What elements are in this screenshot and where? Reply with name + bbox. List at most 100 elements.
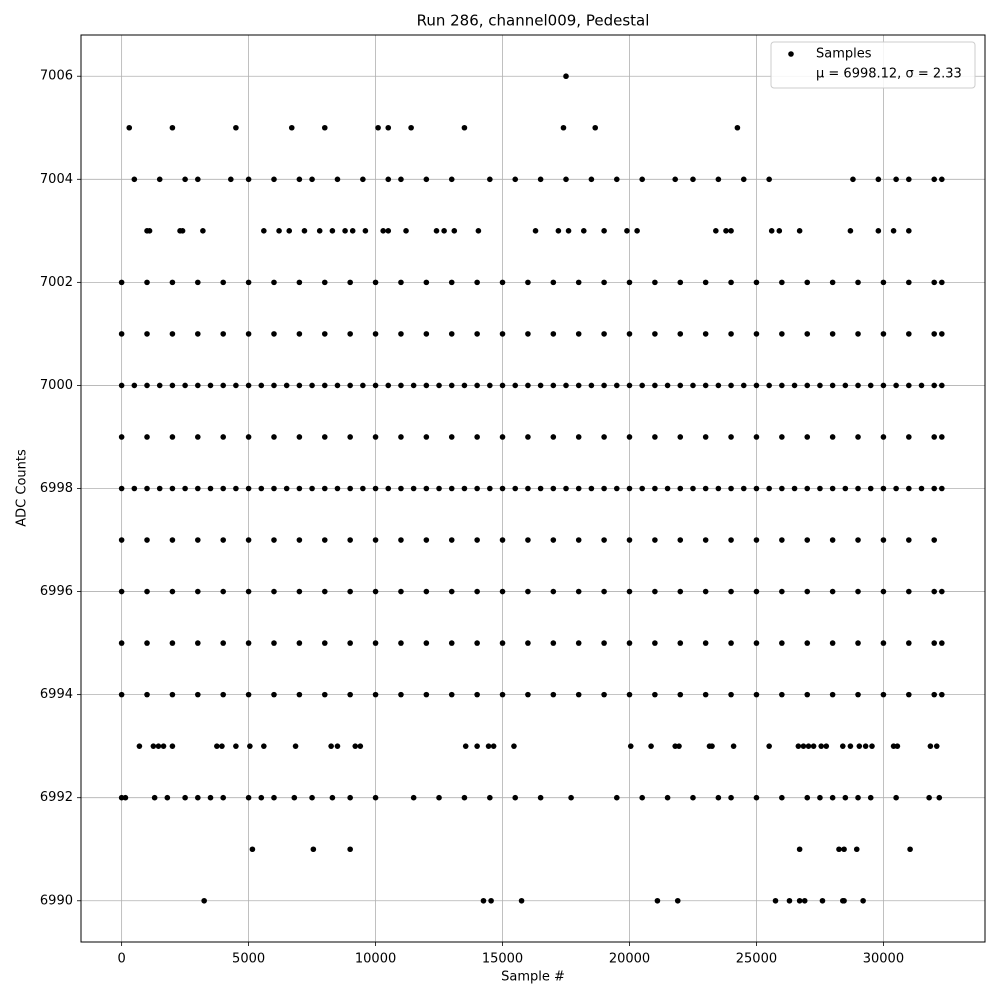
- data-point: [271, 640, 277, 646]
- data-point: [410, 382, 417, 389]
- data-point: [766, 743, 772, 749]
- data-point: [560, 124, 567, 131]
- data-point: [575, 485, 582, 492]
- data-point: [906, 176, 912, 183]
- data-point: [893, 382, 899, 389]
- data-point: [448, 485, 455, 492]
- data-point: [730, 743, 737, 749]
- data-point: [131, 176, 138, 183]
- data-point: [613, 485, 620, 492]
- data-point: [931, 434, 938, 440]
- data-point: [233, 743, 239, 749]
- data-point: [334, 743, 341, 749]
- data-point: [245, 588, 252, 595]
- data-point: [532, 228, 539, 234]
- data-point: [410, 794, 417, 801]
- data-point: [296, 331, 303, 337]
- data-point: [182, 794, 188, 801]
- data-point: [480, 897, 487, 904]
- data-point: [499, 588, 506, 595]
- data-point: [487, 176, 493, 183]
- data-point: [723, 228, 729, 234]
- data-point: [674, 897, 681, 904]
- data-point: [550, 485, 557, 492]
- data-point: [118, 485, 125, 492]
- data-point: [195, 537, 201, 543]
- data-point: [398, 485, 404, 492]
- y-tick-label: 7004: [40, 172, 73, 187]
- data-point: [169, 382, 176, 389]
- data-point: [855, 691, 861, 698]
- data-point: [677, 279, 684, 286]
- data-point: [448, 640, 455, 646]
- data-point: [906, 537, 912, 543]
- data-point: [296, 176, 303, 183]
- data-point: [448, 434, 455, 440]
- x-tick-label: 10000: [355, 952, 396, 967]
- data-point: [702, 537, 709, 543]
- data-point: [398, 279, 404, 286]
- data-point: [715, 382, 722, 389]
- data-point: [880, 588, 887, 595]
- data-point: [575, 640, 582, 646]
- data-point: [245, 537, 252, 543]
- data-point: [939, 279, 945, 286]
- data-point: [626, 382, 633, 389]
- data-point: [321, 691, 328, 698]
- data-point: [906, 382, 912, 389]
- data-point: [690, 485, 696, 492]
- data-point: [155, 743, 162, 749]
- data-point: [436, 485, 442, 492]
- data-point: [652, 588, 658, 595]
- data-point: [753, 588, 760, 595]
- data-point: [372, 537, 379, 543]
- data-point: [423, 382, 430, 389]
- data-point: [512, 794, 519, 801]
- data-point: [766, 176, 772, 183]
- data-point: [360, 382, 366, 389]
- data-point: [842, 794, 849, 801]
- data-point: [385, 485, 392, 492]
- data-point: [654, 897, 661, 904]
- data-point: [169, 588, 176, 595]
- data-point: [880, 485, 887, 492]
- data-point: [474, 382, 480, 389]
- data-point: [118, 588, 125, 595]
- x-tick-label: 0: [117, 952, 125, 967]
- data-point: [423, 176, 430, 183]
- marks: [118, 73, 945, 904]
- data-point: [804, 640, 811, 646]
- data-point: [499, 691, 506, 698]
- data-point: [626, 691, 633, 698]
- legend-marker: [788, 51, 794, 57]
- data-point: [702, 382, 709, 389]
- data-point: [423, 691, 430, 698]
- plot-frame: [80, 34, 986, 943]
- data-point: [433, 228, 440, 234]
- data-point: [271, 176, 277, 183]
- data-point: [550, 537, 557, 543]
- x-tick-label: 15000: [482, 952, 523, 967]
- data-point: [575, 279, 582, 286]
- data-point: [676, 743, 682, 749]
- data-point: [728, 434, 734, 440]
- data-point: [403, 228, 409, 234]
- data-point: [677, 434, 684, 440]
- data-point: [786, 897, 793, 904]
- data-point: [867, 382, 874, 389]
- data-point: [499, 640, 506, 646]
- data-point: [918, 382, 925, 389]
- data-point: [296, 691, 303, 698]
- data-point: [939, 640, 945, 646]
- data-point: [316, 228, 323, 234]
- data-point: [474, 743, 480, 749]
- data-point: [936, 794, 943, 801]
- data-point: [195, 485, 201, 492]
- data-point: [321, 331, 328, 337]
- data-point: [715, 794, 722, 801]
- data-point: [410, 485, 417, 492]
- data-point: [398, 691, 404, 698]
- data-point: [283, 382, 290, 389]
- data-point: [461, 485, 468, 492]
